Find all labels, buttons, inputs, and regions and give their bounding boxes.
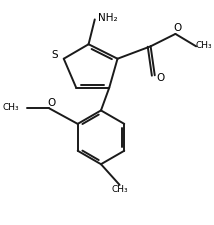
Text: CH₃: CH₃ (111, 184, 128, 194)
Text: S: S (51, 50, 58, 60)
Text: CH₃: CH₃ (3, 103, 19, 112)
Text: NH₂: NH₂ (98, 13, 117, 23)
Text: O: O (157, 73, 165, 83)
Text: CH₃: CH₃ (196, 41, 212, 50)
Text: O: O (47, 98, 55, 108)
Text: O: O (173, 23, 182, 33)
